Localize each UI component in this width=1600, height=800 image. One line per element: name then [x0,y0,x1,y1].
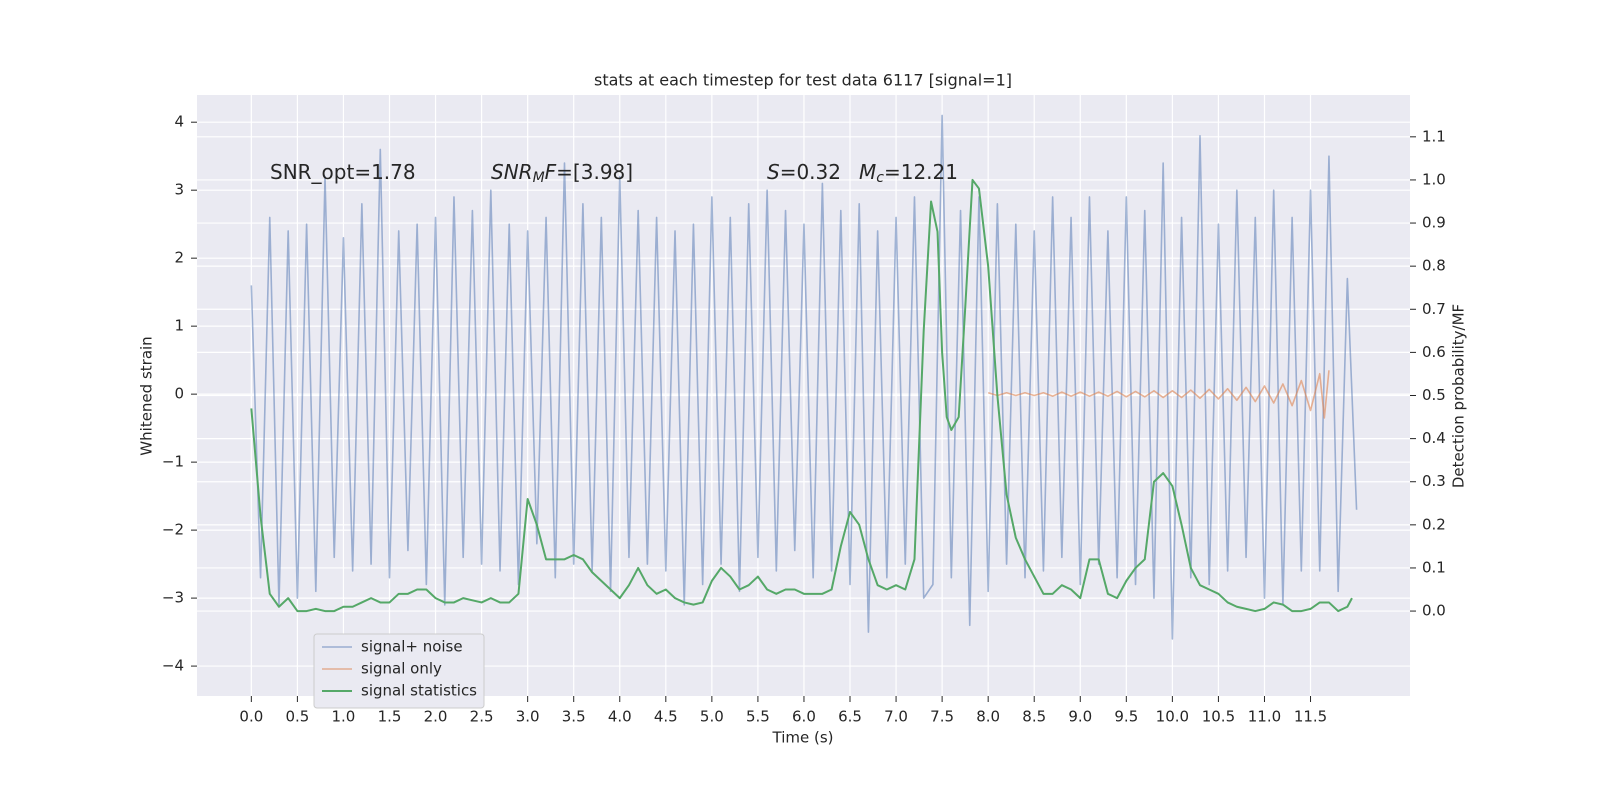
x-tick-label: 2.0 [424,708,448,726]
x-tick-label: 2.5 [470,708,494,726]
annotation-part: F [545,160,557,184]
y-tick-label: −2 [162,521,184,539]
x-tick-label: 1.0 [332,708,356,726]
y2-axis-label: Detection probability/MF [1450,304,1468,488]
x-tick-label: 11.5 [1294,708,1327,726]
y-tick-label: −1 [162,453,184,471]
x-tick-label: 1.5 [378,708,402,726]
x-tick-label: 7.5 [930,708,954,726]
series-line [987,370,1330,419]
legend-box [313,633,485,709]
x-tick-label: 9.5 [1114,708,1138,726]
y2-tick-label: 0.4 [1422,429,1446,447]
x-tick-label: 11.0 [1248,708,1281,726]
y-tick-label: 3 [174,181,184,199]
chart-title: stats at each timestep for test data 611… [594,71,1012,90]
annotation-part: S [767,160,780,184]
y2-tick-label: 0.0 [1422,602,1446,620]
annotation: S=0.32 [767,160,841,184]
legend-label: signal statistics [361,682,477,700]
y-tick-label: 4 [174,113,184,131]
annotation-part: =0.32 [780,160,841,184]
y2-tick-label: 0.5 [1422,386,1446,404]
series-line [250,114,1358,640]
x-tick-label: 3.5 [562,708,586,726]
y2-tick-label: 0.8 [1422,257,1446,275]
y2-tick-label: 0.2 [1422,515,1446,533]
x-tick-label: 3.0 [516,708,540,726]
y2-tick-label: 0.1 [1422,558,1446,576]
x-tick-label: 10.0 [1156,708,1189,726]
y2-tick-label: 0.6 [1422,343,1446,361]
annotation-part: =12.21 [884,160,958,184]
legend-label: signal+ noise [361,638,463,656]
x-tick-label: 8.0 [976,708,1000,726]
x-tick-label: 0.5 [285,708,309,726]
y2-tick-label: 1.1 [1422,127,1446,145]
annotation-part: SNR_opt=1.78 [270,160,416,184]
x-axis-label: Time (s) [772,729,834,747]
y-tick-label: 1 [174,317,184,335]
y-tick-label: −3 [162,589,184,607]
x-tick-label: 9.0 [1068,708,1092,726]
x-tick-label: 10.5 [1202,708,1235,726]
y-axis-label: Whitened strain [138,336,156,455]
x-tick-label: 7.0 [884,708,908,726]
x-tick-label: 8.5 [1022,708,1046,726]
x-tick-label: 4.5 [654,708,678,726]
annotation-part: M [859,160,876,184]
x-tick-label: 4.0 [608,708,632,726]
annotation-part: SNR [491,160,533,184]
x-tick-label: 0.0 [239,708,263,726]
series-line [250,178,1353,613]
y-tick-label: 0 [174,385,184,403]
legend-label: signal only [361,660,442,678]
annotation: Mc=12.21 [859,160,958,187]
annotation-part: =[3.98] [556,160,633,184]
x-tick-label: 6.0 [792,708,816,726]
annotation-part: c [876,170,884,186]
y2-tick-label: 0.9 [1422,214,1446,232]
y2-tick-label: 0.7 [1422,300,1446,318]
x-tick-label: 5.0 [700,708,724,726]
x-tick-label: 6.5 [838,708,862,726]
y-tick-label: −4 [162,657,184,675]
y2-tick-label: 0.3 [1422,472,1446,490]
y2-tick-label: 1.0 [1422,170,1446,188]
annotation-part: M [533,170,545,186]
y-tick-label: 2 [174,249,184,267]
annotation: SNR_opt=1.78 [270,160,416,184]
annotation: SNRMF=[3.98] [491,160,633,187]
x-tick-label: 5.5 [746,708,770,726]
